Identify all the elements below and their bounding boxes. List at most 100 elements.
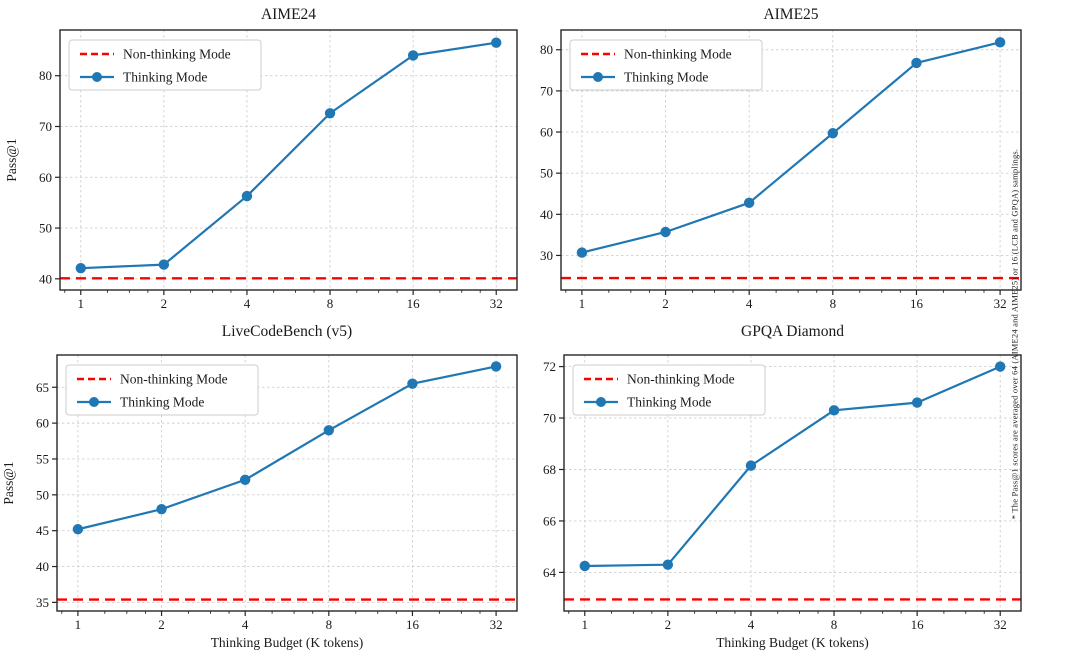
data-point-marker [662, 559, 674, 570]
data-point-marker [407, 50, 419, 61]
x-tick-label: 2 [665, 617, 672, 632]
data-point-marker [241, 190, 253, 202]
y-tick-label: 64 [543, 565, 557, 580]
thinking-series-line [583, 365, 1002, 568]
data-point-marker [156, 503, 167, 515]
x-tick-label: 32 [994, 296, 1007, 311]
y-tick-label: 60 [36, 416, 49, 431]
data-point-marker [490, 361, 502, 372]
legend-thinking-label: Thinking Mode [627, 395, 711, 410]
y-tick-label: 70 [39, 119, 52, 134]
x-tick-label: 32 [490, 617, 503, 632]
y-tick-label: 68 [543, 462, 556, 477]
chart-livecodebench: 1 2 4 8 16 32 35 40 45 50 55 60 65 LiveCodeBench (v5)… [1, 323, 518, 650]
chart-aime25: 1 2 4 8 16 32 30 40 50 60 70 80 AIME25 Non-thinking M… [540, 6, 1022, 311]
y-tick-label: 65 [36, 380, 49, 395]
data-point-marker [75, 262, 86, 274]
legend-thinking-marker [593, 72, 603, 82]
y-tick-label: 40 [540, 207, 553, 222]
data-point-marker [743, 197, 755, 208]
legend-box [65, 364, 259, 416]
x-tick-label: 32 [994, 617, 1007, 632]
x-tick-label: 1 [78, 296, 85, 311]
plot-border [563, 354, 1022, 612]
x-tick-label: 1 [75, 617, 82, 632]
data-point-marker [72, 524, 84, 535]
x-tick-label: 4 [748, 617, 755, 632]
x-axis-label: Thinking Budget (K tokens) [716, 635, 869, 650]
y-tick-label: 35 [36, 595, 49, 610]
chart-title: AIME24 [261, 6, 316, 23]
data-point-marker [995, 361, 1006, 372]
legend-non-thinking-label: Non-thinking Mode [627, 372, 735, 387]
x-tick-label: 2 [158, 617, 165, 632]
y-tick-label: 72 [543, 359, 556, 374]
data-point-marker [158, 259, 170, 270]
x-tick-label: 1 [579, 296, 586, 311]
x-tick-label: 1 [582, 617, 589, 632]
data-point-marker [911, 397, 923, 408]
legend-non-thinking-label: Non-thinking Mode [123, 47, 231, 62]
y-tick-label: 80 [39, 68, 52, 83]
legend-box [572, 364, 766, 416]
data-point-marker [911, 57, 922, 69]
legend-thinking-marker [596, 397, 606, 407]
data-point-marker [323, 425, 335, 436]
data-point-marker [994, 37, 1006, 48]
data-point-marker [407, 378, 418, 389]
legend-thinking-label: Thinking Mode [123, 70, 207, 85]
y-tick-label: 80 [540, 42, 553, 57]
legend-thinking-marker [89, 397, 99, 407]
chart-title: GPQA Diamond [741, 323, 844, 340]
data-point-marker [579, 560, 590, 572]
legend-thinking-label: Thinking Mode [624, 70, 708, 85]
x-tick-label: 4 [242, 617, 249, 632]
plot-border [56, 354, 518, 612]
thinking-series-line [580, 41, 1002, 254]
x-tick-label: 8 [830, 296, 837, 311]
y-tick-label: 50 [39, 221, 52, 236]
x-tick-label: 16 [911, 617, 925, 632]
data-point-marker [239, 474, 251, 485]
figure-footnote: * The Pass@1 scores are averaged over 64… [1009, 148, 1020, 520]
y-tick-label: 30 [540, 248, 553, 263]
legend-box [569, 39, 763, 91]
data-point-marker [660, 226, 671, 238]
data-point-marker [324, 108, 336, 119]
y-axis-label: Pass@1 [1, 461, 16, 504]
legend-thinking-marker [92, 72, 102, 82]
x-tick-label: 8 [327, 296, 334, 311]
x-tick-label: 4 [244, 296, 251, 311]
y-tick-label: 60 [39, 170, 52, 185]
data-point-marker [491, 37, 502, 48]
y-tick-label: 55 [36, 451, 49, 466]
x-tick-label: 8 [326, 617, 333, 632]
y-tick-label: 70 [543, 411, 556, 426]
chart-title: AIME25 [763, 6, 818, 23]
y-tick-label: 66 [543, 513, 557, 528]
y-tick-label: 40 [39, 271, 52, 286]
legend-non-thinking-label: Non-thinking Mode [624, 47, 732, 62]
x-axis-label: Thinking Budget (K tokens) [211, 635, 364, 650]
data-point-marker [828, 405, 840, 416]
y-axis-label: Pass@1 [4, 138, 19, 181]
thinking-series-line [76, 365, 498, 531]
y-tick-label: 60 [540, 125, 553, 140]
x-tick-label: 2 [662, 296, 669, 311]
x-tick-label: 16 [407, 296, 421, 311]
plot-border [560, 29, 1022, 291]
y-tick-label: 45 [36, 523, 49, 538]
plot-border [59, 29, 518, 291]
y-tick-label: 50 [540, 166, 553, 181]
chart-aime24: 1 2 4 8 16 32 40 50 60 70 80 AIME24 Pass@1 Non-thinki… [4, 6, 518, 311]
data-point-marker [745, 460, 757, 471]
thinking-series-line [79, 41, 498, 270]
y-tick-label: 50 [36, 487, 49, 502]
x-tick-label: 16 [406, 617, 420, 632]
legend-non-thinking-label: Non-thinking Mode [120, 372, 228, 387]
data-point-marker [827, 128, 839, 139]
x-tick-label: 2 [161, 296, 168, 311]
legend-box [68, 39, 262, 91]
x-tick-label: 8 [831, 617, 838, 632]
